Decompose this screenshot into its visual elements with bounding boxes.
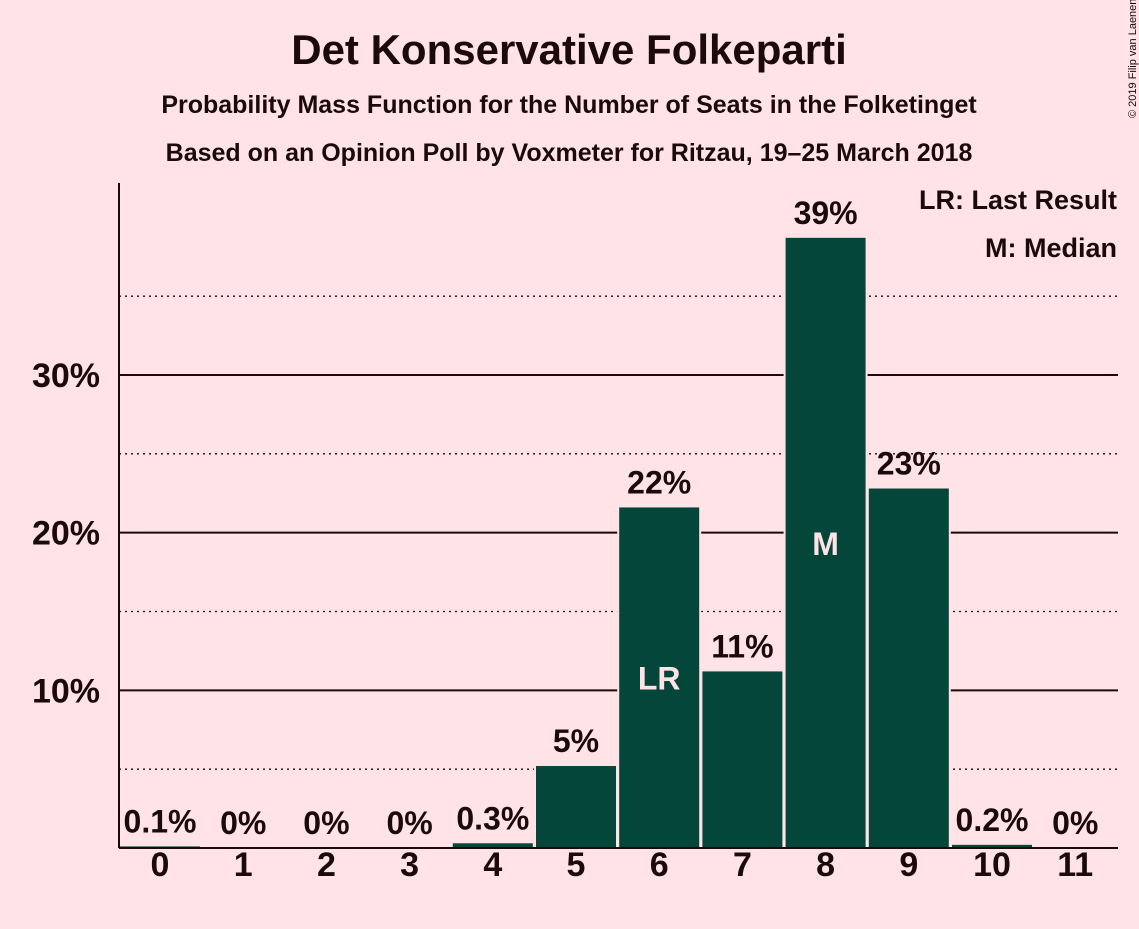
value-label: 11% — [711, 628, 773, 664]
value-label: 0.2% — [956, 802, 1029, 838]
bar-series — [118, 237, 1034, 848]
x-tick-label: 2 — [317, 846, 336, 884]
legend-median: M: Median — [985, 233, 1117, 263]
value-label: 0% — [220, 805, 266, 841]
copyright-notice: © 2019 Filip van Laenen — [1127, 0, 1139, 118]
bar-marker-lr: LR — [638, 661, 681, 697]
chart-subtitle-poll: Based on an Opinion Poll by Voxmeter for… — [166, 139, 973, 167]
x-tick-label: 7 — [733, 846, 752, 884]
y-tick-label: 10% — [32, 672, 100, 710]
x-tick-label: 11 — [1057, 846, 1093, 884]
value-labels: 0.1% 0% 0% 0% 0.3% 5% 22% LR 11% 39% M 23% 0.2% 0% — [124, 195, 1099, 841]
bar-marker-m: M — [812, 526, 839, 562]
x-tick-label: 0 — [151, 846, 170, 884]
value-label: 22% — [627, 464, 691, 500]
bar — [536, 766, 616, 848]
y-tick-label: 30% — [32, 357, 100, 395]
y-tick-label: 20% — [32, 515, 100, 553]
x-tick-label: 4 — [483, 846, 502, 884]
bar — [868, 488, 949, 848]
value-label: 0.3% — [456, 800, 529, 836]
chart-title: Det Konservative Folkeparti — [291, 26, 847, 73]
x-tick-label: 8 — [816, 846, 835, 884]
value-label: 39% — [794, 195, 858, 231]
bar — [952, 844, 1032, 848]
value-label: 0.1% — [124, 803, 197, 839]
value-label: 5% — [553, 723, 599, 759]
bar — [452, 843, 533, 848]
x-tick-label: 1 — [234, 846, 253, 884]
x-tick-label: 3 — [400, 846, 419, 884]
legend-last-result: LR: Last Result — [919, 185, 1117, 215]
x-tick-label: 9 — [899, 846, 918, 884]
bar — [785, 237, 866, 848]
value-label: 0% — [303, 805, 349, 841]
bar — [702, 671, 783, 848]
value-label: 0% — [1052, 805, 1098, 841]
value-label: 23% — [877, 446, 941, 482]
x-tick-label: 5 — [567, 846, 586, 884]
x-tick-label: 6 — [650, 846, 669, 884]
chart-subtitle-pmf: Probability Mass Function for the Number… — [161, 91, 977, 119]
bar — [619, 507, 700, 848]
axes: 10% 20% 30% 0 1 2 3 4 5 6 7 8 9 10 11 — [32, 183, 1118, 884]
value-label: 0% — [386, 805, 432, 841]
x-tick-label: 10 — [973, 846, 1011, 884]
